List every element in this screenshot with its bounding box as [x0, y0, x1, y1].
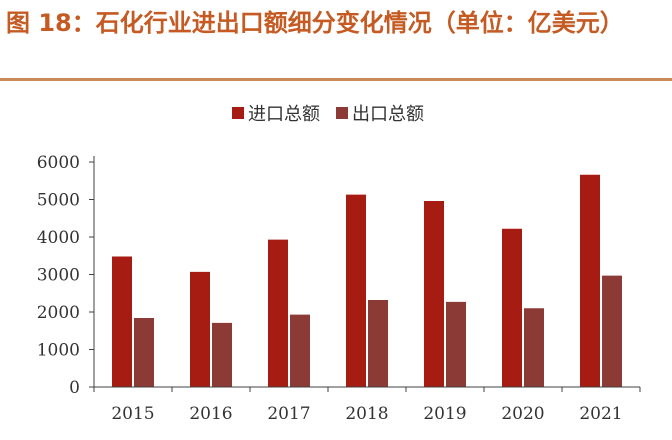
- y-axis: 0 1000 2000 3000 4000 5000 6000: [37, 153, 95, 398]
- y-tick-label: 0: [69, 378, 80, 398]
- x-tick-label: 2017: [267, 404, 310, 424]
- bar-import-2018: [346, 194, 366, 387]
- y-tick-label: 5000: [37, 191, 80, 211]
- legend-label-1: 出口总额: [352, 104, 424, 125]
- x-tick-label: 2019: [423, 404, 466, 424]
- bar-import-2017: [268, 239, 288, 387]
- bar-import-2019: [424, 201, 444, 387]
- bar-export-2019: [446, 301, 466, 387]
- y-tick-label: 1000: [37, 341, 80, 361]
- legend-swatch-0: [232, 107, 244, 119]
- y-tick-label: 4000: [37, 228, 80, 248]
- y-tick-label: 2000: [37, 303, 80, 323]
- y-tick-label: 3000: [37, 266, 80, 286]
- bar-import-2016: [190, 271, 210, 387]
- x-tick-label: 2020: [501, 404, 544, 424]
- bar-export-2020: [524, 308, 544, 387]
- bar-export-2021: [602, 275, 622, 387]
- bar-import-2021: [580, 174, 600, 387]
- bar-import-2015: [112, 256, 132, 387]
- bar-export-2016: [212, 322, 232, 387]
- figure-title: 图 18：石化行业进出口额细分变化情况（单位：亿美元）: [6, 9, 624, 37]
- title-rule: [0, 78, 672, 81]
- x-axis: 2015 2016 2017 2018 2019 2020 2021: [93, 386, 641, 424]
- bar-export-2017: [290, 314, 310, 387]
- x-tick-label: 2015: [111, 404, 154, 424]
- bar-export-2015: [134, 318, 154, 387]
- legend: 进口总额 出口总额: [232, 104, 424, 125]
- legend-label-0: 进口总额: [248, 104, 320, 125]
- x-tick-label: 2021: [579, 404, 622, 424]
- legend-swatch-1: [336, 107, 348, 119]
- x-tick-label: 2016: [189, 404, 232, 424]
- bar-export-2018: [368, 300, 388, 387]
- bars: [112, 174, 622, 387]
- x-tick-label: 2018: [345, 404, 388, 424]
- y-tick-label: 6000: [37, 153, 80, 173]
- bar-import-2020: [502, 228, 522, 387]
